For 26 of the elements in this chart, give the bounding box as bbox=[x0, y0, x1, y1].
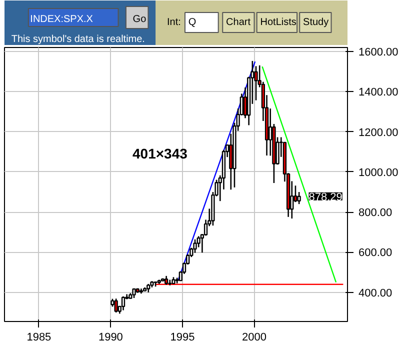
text: INDEX:SPX.X bbox=[30, 14, 94, 25]
text: Study bbox=[303, 17, 329, 28]
y-tick-label: 1000.00 bbox=[358, 166, 398, 179]
text: This symbol's data is realtime. bbox=[11, 34, 145, 45]
annotation: 878.29 bbox=[308, 191, 342, 204]
x-tick-label: 1990 bbox=[98, 332, 123, 343]
y-tick-label: 600.00 bbox=[358, 247, 392, 260]
text: Int: bbox=[167, 17, 181, 28]
candlestick bbox=[114, 298, 118, 314]
x-tick-label: 2000 bbox=[242, 332, 266, 343]
candlestick bbox=[193, 238, 197, 254]
y-tick-label: 1200.00 bbox=[358, 126, 398, 139]
y-tick-label: 400.00 bbox=[358, 287, 392, 300]
annotation: 401×343 bbox=[132, 146, 188, 162]
candlestick bbox=[132, 288, 136, 299]
y-tick-label: 800.00 bbox=[358, 207, 392, 220]
candlestick bbox=[297, 191, 301, 205]
text: Q bbox=[188, 17, 196, 28]
candlestick bbox=[121, 296, 126, 311]
x-tick-label: 1995 bbox=[170, 332, 195, 343]
x-tick-label: 1985 bbox=[26, 332, 52, 343]
text: HotLists bbox=[260, 17, 296, 28]
text: Chart bbox=[226, 17, 251, 28]
y-tick-label: 1600.00 bbox=[358, 46, 398, 59]
y-tick-label: 1400.00 bbox=[358, 86, 398, 99]
text: Go bbox=[132, 14, 147, 25]
